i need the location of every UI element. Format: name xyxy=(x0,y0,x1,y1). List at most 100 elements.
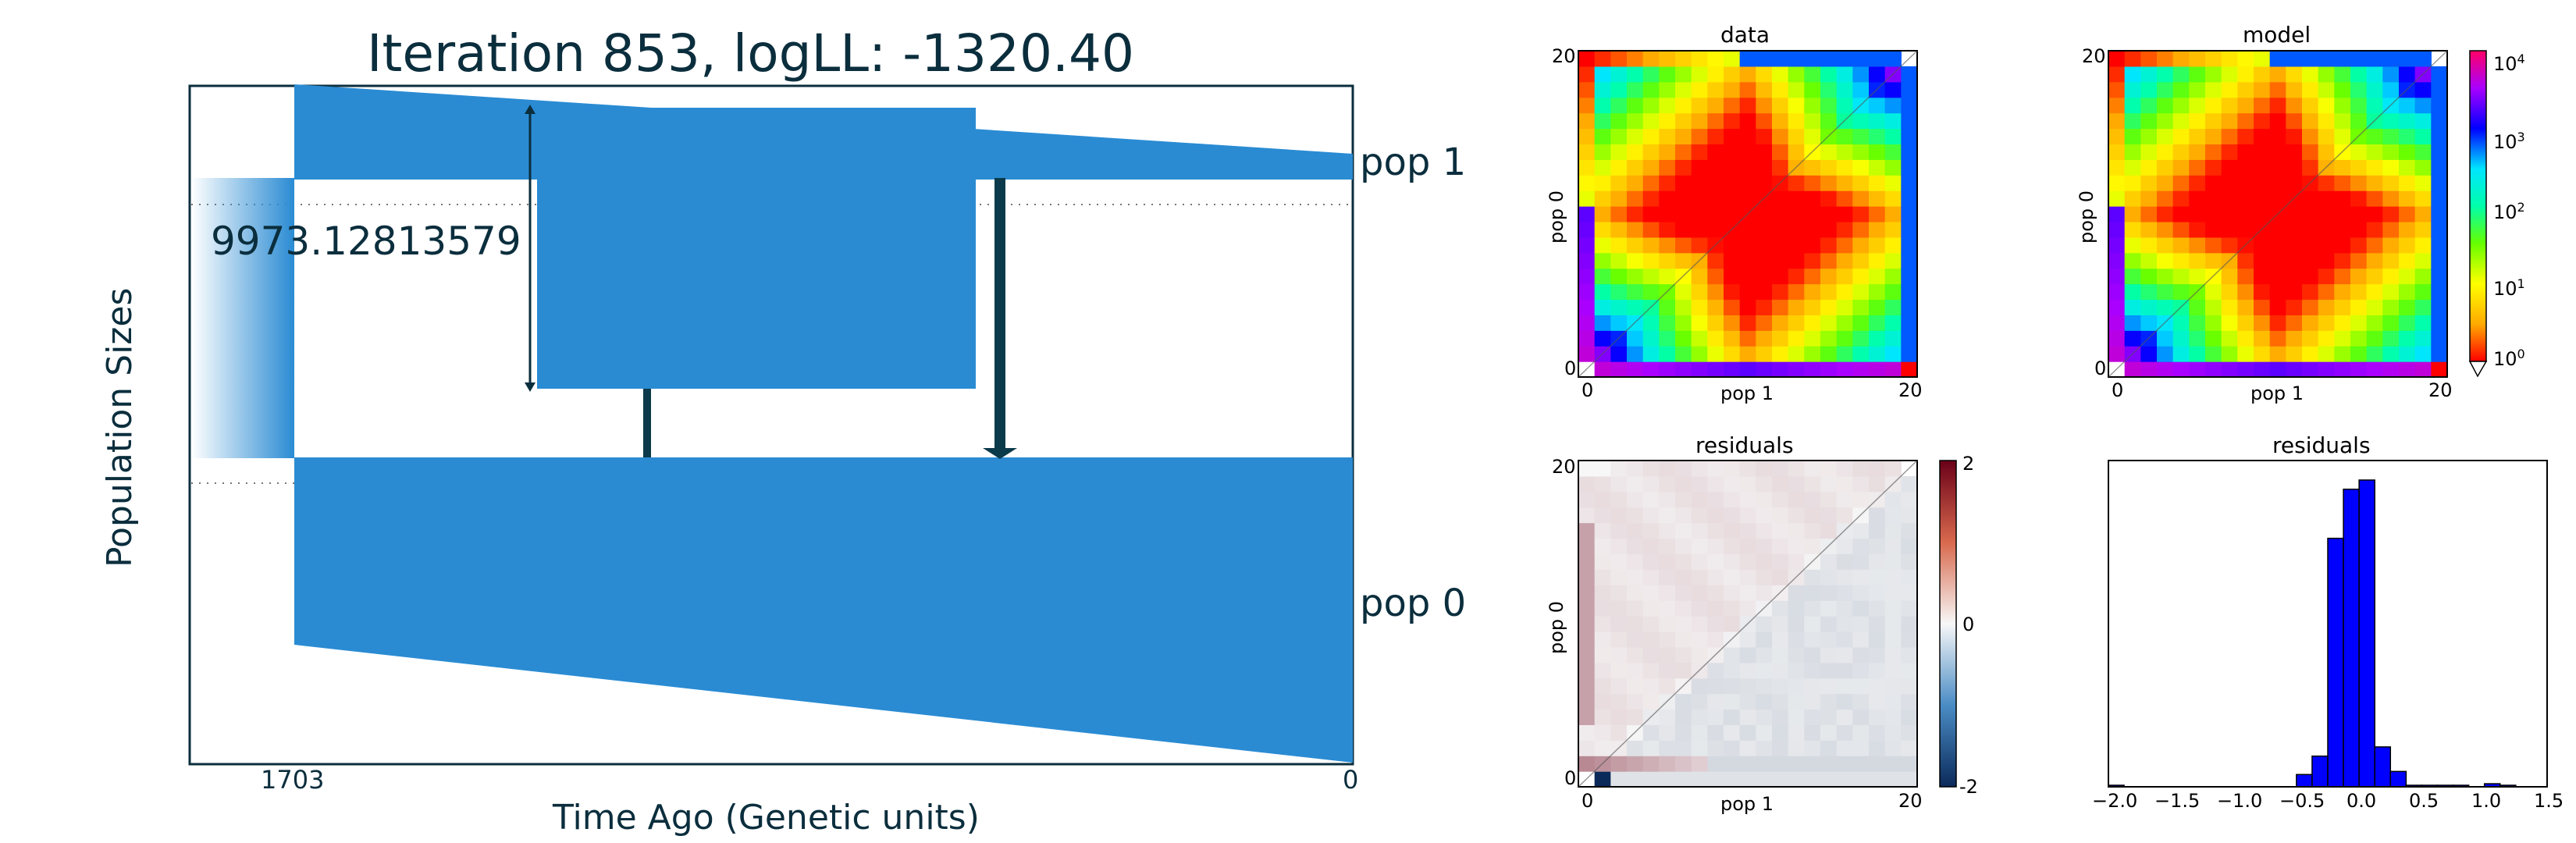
heatmap-cell xyxy=(2237,206,2254,222)
heatmap-cell xyxy=(2189,346,2206,362)
heatmap-cell xyxy=(1901,662,1918,679)
heatmap-cell xyxy=(1739,330,1756,347)
heatmap-cell xyxy=(1642,522,1660,539)
heatmap-cell xyxy=(1788,585,1805,601)
heatmap-cell xyxy=(2334,81,2351,98)
heatmap-cell xyxy=(1772,475,1789,493)
heatmap-cell xyxy=(1852,144,1870,160)
heatmap-cell xyxy=(1739,81,1756,98)
heatmap-cell xyxy=(1804,190,1821,207)
heatmap-cell xyxy=(2382,361,2400,378)
x-tick-label: 1.5 xyxy=(2534,790,2564,812)
heatmap-cell xyxy=(2140,128,2158,145)
heatmap-cell xyxy=(1691,693,1708,710)
heatmap-cell xyxy=(1739,491,1756,508)
heatmap-cell xyxy=(1756,66,1773,83)
heatmap-cell xyxy=(1675,283,1692,301)
heatmap-cell xyxy=(1836,724,1853,741)
heatmap-cell xyxy=(2366,97,2383,114)
heatmap-cell xyxy=(1707,475,1724,493)
heatmap-cell xyxy=(2318,252,2335,269)
heatmap-cell xyxy=(1852,128,1870,145)
heatmap-cell xyxy=(2237,330,2254,347)
heatmap-cell xyxy=(2221,315,2238,331)
heatmap-cell xyxy=(1884,330,1902,347)
heatmap-cell xyxy=(2157,221,2174,238)
heatmap-cell xyxy=(1820,97,1838,114)
heatmap-cell xyxy=(1756,585,1773,601)
heatmap-cell xyxy=(1627,693,1644,710)
x-tick-label: 20 xyxy=(1898,790,1923,812)
heatmap-cell xyxy=(1804,461,1821,477)
heatmap-cell xyxy=(1707,252,1724,269)
heatmap-cell xyxy=(1707,346,1724,362)
heatmap-cell xyxy=(2318,128,2335,145)
heatmap-cell xyxy=(1884,252,1902,269)
heatmap-cell xyxy=(1610,112,1628,130)
heatmap-cell xyxy=(1869,693,1886,710)
heatmap-cell xyxy=(2189,221,2206,238)
heatmap-cell xyxy=(1675,756,1692,772)
heatmap-cell xyxy=(2366,81,2383,98)
heatmap-cell xyxy=(2140,315,2158,331)
heatmap-cell xyxy=(1594,315,1611,331)
heatmap-cell xyxy=(2399,237,2416,254)
heatmap-cell xyxy=(1691,756,1708,772)
heatmap-cell xyxy=(1707,51,1724,67)
heatmap-cell xyxy=(2302,51,2319,67)
heatmap-cell xyxy=(2124,66,2141,83)
heatmap-cell xyxy=(1820,771,1838,788)
heatmap-cell xyxy=(2414,268,2432,285)
heatmap-cell xyxy=(2221,159,2238,176)
heatmap-cell xyxy=(1675,81,1692,98)
heatmap-cell xyxy=(2157,268,2174,285)
heatmap-cell xyxy=(1884,81,1902,98)
heatmap-cell xyxy=(2189,299,2206,315)
heatmap-cell xyxy=(1788,237,1805,254)
heatmap-cell xyxy=(1884,159,1902,176)
heatmap-cell xyxy=(1578,678,1596,695)
heatmap-cell xyxy=(1836,190,1853,207)
heatmap-cell xyxy=(1642,693,1660,710)
heatmap-cell xyxy=(1578,237,1596,254)
heatmap-cell xyxy=(1852,299,1870,315)
heatmap-cell xyxy=(1659,771,1676,788)
heatmap-cell xyxy=(2431,346,2448,362)
heatmap-cell xyxy=(1627,569,1644,585)
heatmap-cell xyxy=(1739,97,1756,114)
heatmap-cell xyxy=(2189,330,2206,347)
heatmap-cell xyxy=(2399,299,2416,315)
heatmap-cell xyxy=(1772,299,1789,315)
heatmap-cell xyxy=(1594,221,1611,238)
heatmap-cell xyxy=(2302,283,2319,301)
heatmap-cell xyxy=(1578,252,1596,269)
histogram-bar xyxy=(2296,774,2313,788)
heatmap-cell xyxy=(2205,66,2222,83)
heatmap-cell xyxy=(1772,361,1789,378)
heatmap-cell xyxy=(2157,237,2174,254)
heatmap-cell xyxy=(2382,330,2400,347)
heatmap-cell xyxy=(1610,678,1628,695)
heatmap-cell xyxy=(2205,206,2222,222)
heatmap-cell xyxy=(2399,51,2416,67)
heatmap-cell xyxy=(2286,237,2303,254)
heatmap-cell xyxy=(2269,51,2286,67)
heatmap-cell xyxy=(1772,693,1789,710)
heatmap-cell xyxy=(2382,190,2400,207)
heatmap-cell xyxy=(2366,175,2383,191)
heatmap-cell xyxy=(1884,361,1902,378)
heatmap-cell xyxy=(2254,144,2271,160)
heatmap-cell xyxy=(1594,461,1611,477)
heatmap-cell xyxy=(2350,51,2368,67)
heatmap-cell xyxy=(1836,221,1853,238)
heatmap-cell xyxy=(2157,330,2174,347)
heatmap-cell xyxy=(1901,144,1918,160)
heatmap-cell xyxy=(1820,678,1838,695)
heatmap-cell xyxy=(1772,81,1789,98)
heatmap-cell xyxy=(1642,268,1660,285)
heatmap-cell xyxy=(1642,221,1660,238)
heatmap-cell xyxy=(1642,315,1660,331)
heatmap-cell xyxy=(1884,268,1902,285)
heatmap-cell xyxy=(1642,771,1660,788)
